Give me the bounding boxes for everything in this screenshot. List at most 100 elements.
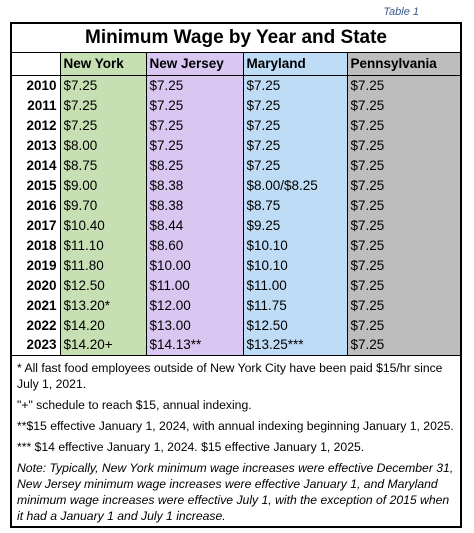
cell-maryland: $11.00 (242, 275, 347, 295)
table-row: 2022 $14.20 $13.00 $12.50 $7.25 (12, 315, 460, 335)
cell-new-jersey: $12.00 (145, 295, 243, 315)
table-caption: Table 1 (383, 6, 419, 18)
row-year: 2023 (12, 335, 60, 356)
cell-pennsylvania: $7.25 (346, 75, 460, 95)
table-row: 2023 $14.20+ $14.13** $13.25*** $7.25 (12, 335, 460, 356)
table-row: 2012 $7.25 $7.25 $7.25 $7.25 (12, 115, 460, 135)
header-year (12, 53, 60, 76)
header-new-york: New York (59, 53, 146, 76)
footnotes: * All fast food employees outside of New… (12, 356, 460, 524)
cell-maryland: $7.25 (242, 135, 347, 155)
cell-pennsylvania: $7.25 (346, 95, 460, 115)
cell-maryland: $7.25 (242, 115, 347, 135)
row-year: 2021 (26, 297, 57, 313)
row-year: 2018 (26, 237, 57, 253)
cell-pennsylvania: $7.25 (346, 275, 460, 295)
cell-pennsylvania: $7.25 (346, 135, 460, 155)
table-row: 2010 $7.25 $7.25 $7.25 $7.25 (12, 75, 460, 95)
cell-new-jersey: $7.25 (145, 95, 243, 115)
cell-new-jersey: $7.25 (145, 75, 243, 95)
footnote-1: * All fast food employees outside of New… (17, 360, 443, 391)
cell-new-jersey: $8.25 (145, 155, 243, 175)
row-year: 2012 (26, 117, 57, 133)
cell-new-jersey: $8.38 (145, 195, 243, 215)
cell-new-york: $14.20 (59, 315, 146, 335)
row-year: 2016 (26, 197, 57, 213)
cell-new-york: $10.40 (59, 215, 146, 235)
table-row: 2016 $9.70 $8.38 $8.75 $7.25 (12, 195, 460, 215)
cell-new-york: $14.20+ (59, 335, 146, 356)
cell-new-jersey: $8.44 (145, 215, 243, 235)
row-year: 2022 (26, 317, 57, 333)
cell-pennsylvania: $7.25 (346, 335, 460, 356)
row-year: 2015 (26, 177, 57, 193)
table-body: 2010 $7.25 $7.25 $7.25 $7.25 2011 $7.25 $7.25 $7… (12, 75, 460, 356)
wage-table: New York New Jersey Maryland Pennsylvani… (12, 53, 460, 356)
cell-new-york: $9.70 (59, 195, 146, 215)
italic-note: Note: Typically, New York minimum wage i… (17, 460, 454, 523)
cell-pennsylvania: $7.25 (346, 255, 460, 275)
cell-new-york: $8.00 (59, 135, 146, 155)
row-year: 2020 (26, 277, 57, 293)
row-year: 2019 (26, 257, 57, 273)
cell-new-york: $12.50 (59, 275, 146, 295)
row-year: 2013 (26, 137, 57, 153)
cell-maryland: $8.75 (242, 195, 347, 215)
table-row: 2013 $8.00 $7.25 $7.25 $7.25 (12, 135, 460, 155)
table-row: 2015 $9.00 $8.38 $8.00/$8.25 $7.25 (12, 175, 460, 195)
cell-pennsylvania: $7.25 (346, 195, 460, 215)
cell-new-jersey: $10.00 (145, 255, 243, 275)
cell-new-york: $7.25 (59, 115, 146, 135)
table-row: 2011 $7.25 $7.25 $7.25 $7.25 (12, 95, 460, 115)
cell-new-jersey: $14.13** (145, 335, 243, 356)
cell-maryland: $8.00/$8.25 (242, 175, 347, 195)
header-maryland: Maryland (242, 53, 347, 76)
row-year: 2011 (27, 97, 57, 113)
cell-maryland: $10.10 (242, 235, 347, 255)
table-row: 2019 $11.80 $10.00 $10.10 $7.25 (12, 255, 460, 275)
cell-new-york: $13.20* (59, 295, 146, 315)
table-row: 2014 $8.75 $8.25 $7.25 $7.25 (12, 155, 460, 175)
cell-maryland: $7.25 (242, 75, 347, 95)
cell-maryland: $12.50 (242, 315, 347, 335)
cell-new-york: $11.10 (59, 235, 146, 255)
cell-new-jersey: $7.25 (145, 115, 243, 135)
header-pennsylvania: Pennsylvania (346, 53, 460, 76)
footnote-3: **$15 effective January 1, 2024, with an… (17, 418, 454, 433)
cell-new-jersey: $7.25 (145, 135, 243, 155)
table-row: 2020 $12.50 $11.00 $11.00 $7.25 (12, 275, 460, 295)
table-row: 2021 $13.20* $12.00 $11.75 $7.25 (12, 295, 460, 315)
cell-pennsylvania: $7.25 (346, 295, 460, 315)
cell-maryland: $9.25 (242, 215, 347, 235)
cell-maryland: $13.25*** (242, 335, 347, 356)
cell-new-york: $11.80 (59, 255, 146, 275)
cell-pennsylvania: $7.25 (346, 175, 460, 195)
header-row: New York New Jersey Maryland Pennsylvani… (12, 53, 460, 76)
row-year: 2017 (26, 217, 57, 233)
table-title: Minimum Wage by Year and State (12, 24, 460, 53)
cell-new-jersey: $13.00 (145, 315, 243, 335)
cell-pennsylvania: $7.25 (346, 155, 460, 175)
table-row: 2017 $10.40 $8.44 $9.25 $7.25 (12, 215, 460, 235)
cell-new-jersey: $8.38 (145, 175, 243, 195)
header-new-jersey: New Jersey (145, 53, 243, 76)
cell-maryland: $11.75 (242, 295, 347, 315)
cell-maryland: $10.10 (242, 255, 347, 275)
cell-pennsylvania: $7.25 (346, 235, 460, 255)
cell-new-jersey: $11.00 (145, 275, 243, 295)
row-year: 2014 (26, 157, 57, 173)
footnote-2: "+" schedule to reach $15, annual indexi… (17, 397, 252, 412)
cell-new-york: $7.25 (59, 75, 146, 95)
cell-new-jersey: $8.60 (145, 235, 243, 255)
wage-table-frame: Minimum Wage by Year and State New York … (10, 22, 462, 528)
cell-maryland: $7.25 (242, 155, 347, 175)
cell-pennsylvania: $7.25 (346, 315, 460, 335)
footnote-4: *** $14 effective January 1, 2024. $15 e… (17, 439, 365, 454)
cell-pennsylvania: $7.25 (346, 215, 460, 235)
cell-maryland: $7.25 (242, 95, 347, 115)
cell-new-york: $8.75 (59, 155, 146, 175)
cell-new-york: $9.00 (59, 175, 146, 195)
cell-new-york: $7.25 (59, 95, 146, 115)
table-row: 2018 $11.10 $8.60 $10.10 $7.25 (12, 235, 460, 255)
cell-pennsylvania: $7.25 (346, 115, 460, 135)
